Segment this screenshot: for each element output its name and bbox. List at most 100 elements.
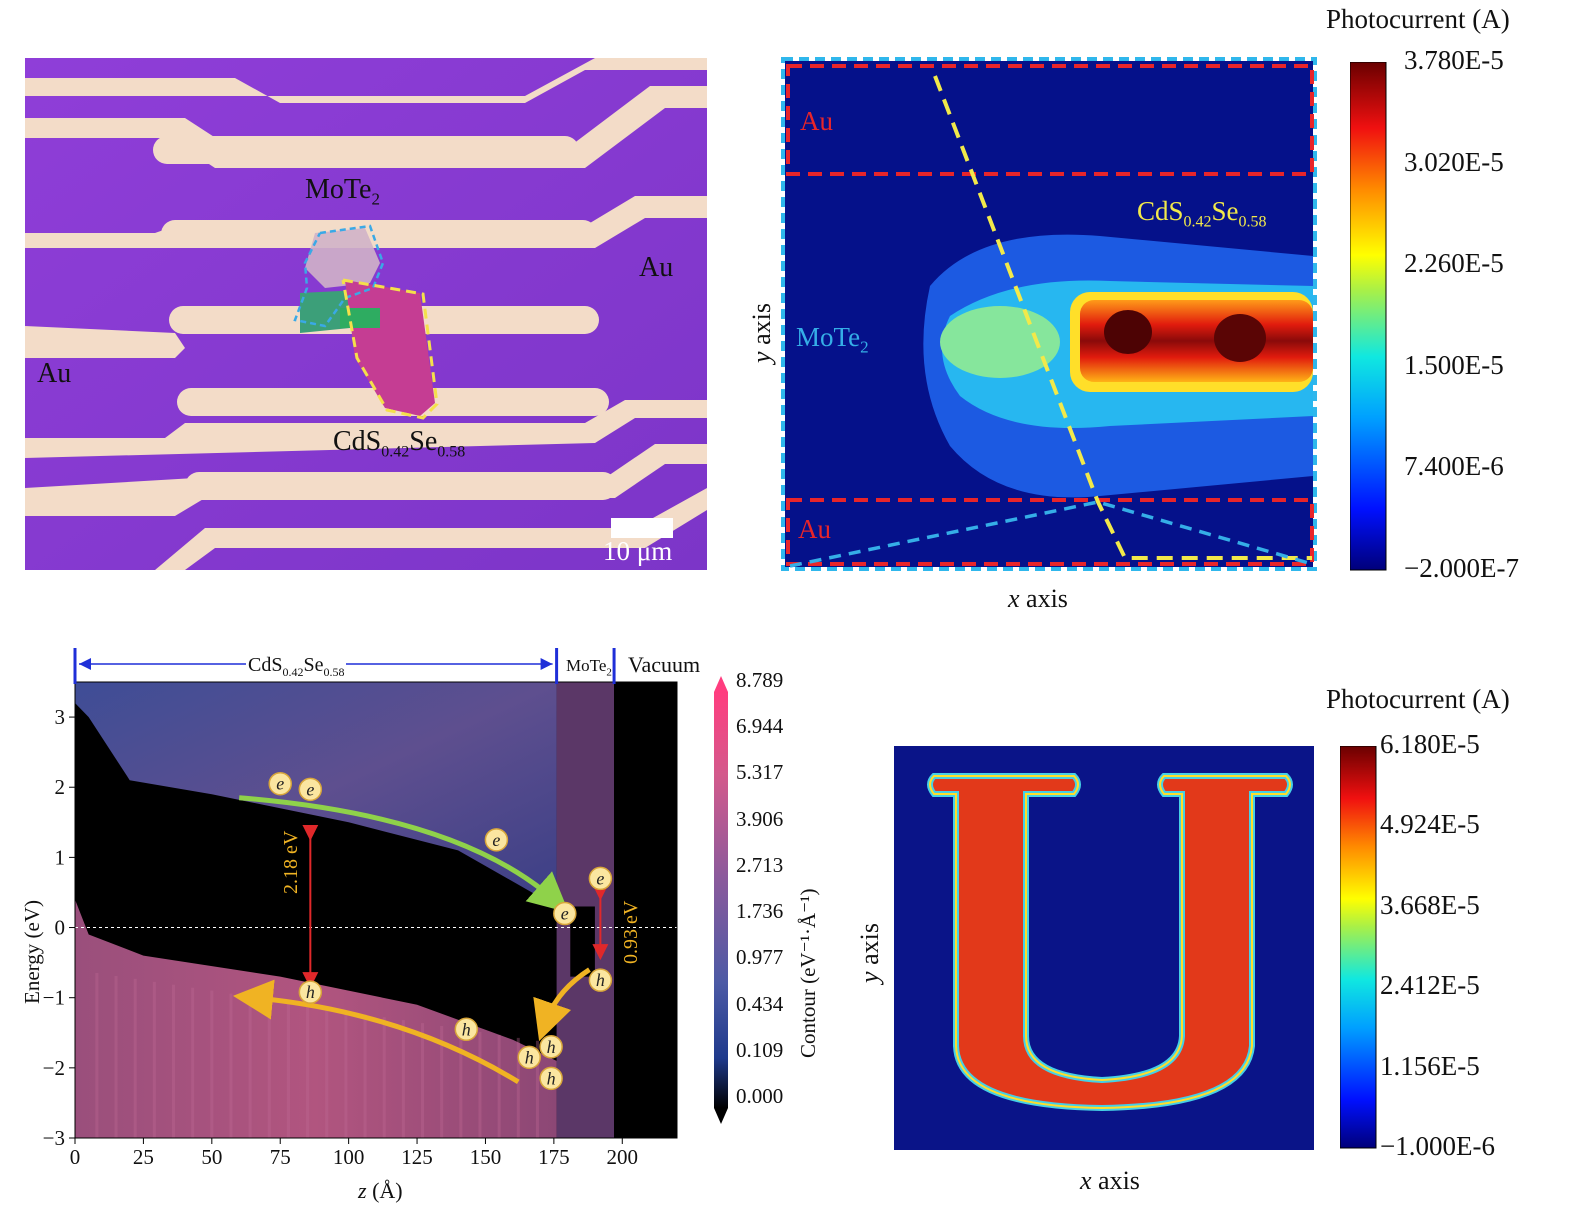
label-mote2: MoTe2: [796, 322, 869, 357]
colorbar-b-tick-4: 7.400E-6: [1404, 451, 1504, 482]
label-cdsse: CdS0.42Se0.58: [333, 426, 466, 461]
scale-bar-label: 10 μm: [603, 536, 673, 566]
y-tick-label-3: 0: [55, 916, 66, 940]
carrier-circle-1: [298, 777, 323, 802]
electron-transfer-arrow: [238, 795, 569, 913]
label-mote2: MoTe2: [305, 174, 380, 209]
colorbar-title: Photocurrent (A): [1326, 684, 1510, 714]
x-axis-label-c: z (Å): [358, 1178, 403, 1203]
plot-frame: [74, 681, 678, 1139]
colorbar-c-tick-4: 2.713: [736, 852, 784, 877]
colorbar-c: [714, 692, 728, 1108]
colorbar-d: [1340, 746, 1377, 1149]
photocurrent-map-image: [781, 57, 1317, 571]
x-tick-label-4: 100: [333, 1145, 365, 1169]
y-axis-label: y axis: [746, 303, 776, 363]
panel-a-micrograph: MoTe2 Au Au CdS0.42Se0.58 10 μm: [25, 58, 707, 570]
carrier-circle-5: [298, 980, 323, 1004]
map-blob-mote2: [940, 306, 1060, 378]
colorbar-b-tick-2: 2.260E-5: [1404, 248, 1504, 279]
vacuum-region: [614, 682, 677, 1138]
carrier-circle-7: [517, 1045, 541, 1070]
region-label-mote2: MoTe2: [566, 656, 612, 679]
label-au-bottom: Au: [798, 514, 831, 544]
label-au-top: Au: [800, 106, 833, 136]
colorbar-d-tick-0: 6.180E-5: [1380, 729, 1480, 759]
carrier-circle-8: [539, 1035, 563, 1059]
cdsse-outline: [341, 278, 439, 420]
region-label-vacuum: Vacuum: [628, 652, 701, 677]
y-axis-label: y axis: [854, 923, 884, 983]
y-tick-label-0: 3: [55, 705, 66, 729]
carrier-circle-2: [484, 828, 509, 852]
x-tick-label-5: 125: [401, 1145, 433, 1169]
x-tick-label-8: 200: [607, 1145, 639, 1169]
colorbar-c-tick-7: 0.434: [736, 991, 784, 1016]
label-cdsse: CdS0.42Se0.58: [1137, 196, 1267, 231]
colorbar-title: Photocurrent (A): [1326, 4, 1510, 34]
x-tick-label-6: 150: [470, 1145, 502, 1169]
mote2-outline: [293, 224, 385, 328]
colorbar-b-tick-3: 1.500E-5: [1404, 349, 1504, 380]
colorbar-c-title: Contour (eV⁻¹·Å⁻¹): [796, 888, 820, 1058]
colorbar-d-tick-4: 1.156E-5: [1380, 1050, 1480, 1081]
y-tick-label-5: −2: [43, 1056, 65, 1080]
carrier-circle-0: [268, 771, 292, 796]
hole-transfer-arrow: [232, 979, 520, 1085]
colorbar-b-tick-5: −2.000E-7: [1404, 553, 1519, 583]
carrier-label-8: h: [547, 1037, 556, 1057]
colorbar-c-tick-3: 3.906: [736, 806, 784, 831]
micrograph-image: [25, 58, 707, 570]
carrier-label-1: e: [306, 779, 314, 799]
x-tick-label-0: 0: [70, 1145, 81, 1169]
carrier-label-6: h: [462, 1019, 471, 1039]
colorbar-c-tick-9: 0.000: [736, 1084, 784, 1108]
colorbar-c-tick-5: 1.736: [736, 899, 784, 924]
carrier-circle-6: [454, 1017, 479, 1042]
carrier-label-10: h: [596, 970, 605, 990]
colorbar-b: [1350, 62, 1387, 571]
carrier-label-5: h: [306, 982, 315, 1002]
mote2-flake: [305, 228, 380, 288]
region-label-cdsse: CdS0.42Se0.58: [246, 654, 347, 680]
y-axis-label-c: Energy (eV): [20, 900, 44, 1004]
colorbar-c-tick-8: 0.109: [736, 1037, 784, 1062]
y-tick-label-6: −3: [43, 1126, 65, 1150]
gap-label-mote2: 0.93 eV: [620, 900, 642, 964]
hole-transfer-arrow-mote2: [533, 967, 591, 1042]
label-au-right: Au: [639, 252, 674, 283]
label-au-left: Au: [37, 358, 72, 389]
carrier-label-9: h: [547, 1068, 556, 1088]
panel-d-u-map: x axis y axis Photocurrent (A) 6.180E-5 4…: [850, 680, 1583, 1219]
x-axis-label: x axis: [1080, 1166, 1140, 1195]
carrier-label-2: e: [492, 830, 500, 850]
carrier-circle-9: [539, 1066, 563, 1091]
colorbar-c-tick-0: 8.789: [736, 668, 784, 692]
colorbar-d-tick-3: 2.412E-5: [1380, 970, 1480, 1001]
colorbar-b-tick-0: 3.780E-5: [1404, 45, 1504, 75]
x-tick-label-3: 75: [270, 1145, 291, 1169]
valence-band-region: [75, 899, 557, 1138]
scale-bar: [611, 518, 673, 538]
heterojunction: [340, 308, 380, 328]
gold-electrodes: [25, 58, 707, 570]
colorbar-b-tick-1: 3.020E-5: [1404, 146, 1504, 177]
colorbar-d-tick-5: −1.000E-6: [1380, 1131, 1495, 1161]
x-tick-label-2: 50: [201, 1145, 222, 1169]
carrier-circle-10: [588, 968, 613, 992]
carrier-label-4: e: [596, 868, 604, 888]
carrier-circle-4: [588, 866, 613, 891]
panel-b-photocurrent-map: Au Au MoTe2 CdS0.42Se0.58 x axis y axis …: [740, 0, 1583, 620]
y-tick-label-1: 2: [55, 775, 66, 799]
y-tick-label-4: −1: [43, 986, 65, 1010]
colorbar-c-tick-1: 6.944: [736, 714, 784, 739]
colorbar-c-tick-2: 5.317: [736, 760, 784, 785]
u-map-image: [894, 746, 1314, 1150]
carrier-label-3: e: [561, 904, 569, 924]
gap-label-cdsse: 2.18 eV: [280, 830, 302, 894]
colorbar-c-tick-6: 0.977: [736, 945, 784, 970]
x-axis-label: x axis: [1008, 584, 1068, 613]
carrier-label-7: h: [525, 1047, 534, 1067]
u-shape-edge: [929, 775, 1291, 1110]
